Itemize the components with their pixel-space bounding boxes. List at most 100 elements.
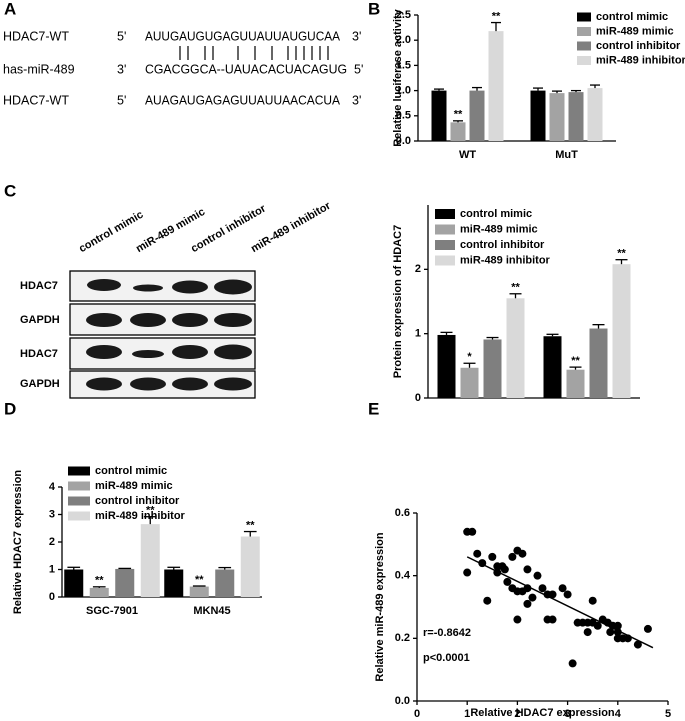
point bbox=[503, 577, 512, 586]
alignment: HDAC7-WT 5' AUUGAUGUGAGUUAUUAUGUCAA 3' h… bbox=[3, 29, 363, 107]
seq-name: HDAC7-WT bbox=[3, 29, 69, 43]
significance: ** bbox=[571, 355, 580, 367]
significance: * bbox=[467, 351, 472, 363]
point bbox=[533, 571, 542, 580]
point bbox=[463, 568, 472, 577]
panel-label: A bbox=[4, 0, 16, 18]
pairing-bars bbox=[179, 46, 329, 60]
bar bbox=[189, 586, 209, 597]
bar bbox=[469, 90, 485, 141]
x-tick-label: MKN45 bbox=[193, 605, 230, 617]
bar bbox=[587, 88, 603, 141]
significance: ** bbox=[246, 519, 255, 531]
x-tick-label: WT bbox=[459, 149, 476, 161]
legend-swatch bbox=[577, 41, 591, 51]
blot-row: GAPDH bbox=[20, 314, 60, 326]
annotation: p<0.0001 bbox=[423, 652, 470, 664]
seq-end: 5' bbox=[117, 93, 126, 107]
bar bbox=[589, 328, 608, 398]
bar bbox=[488, 31, 504, 142]
seq-end: 3' bbox=[352, 93, 361, 107]
x-tick-label: 1 bbox=[464, 708, 470, 720]
panel-label: C bbox=[4, 181, 16, 200]
y-tick-label: 3 bbox=[49, 508, 55, 520]
sequence: CGACGGCA--UAUACACUACAGUG bbox=[145, 62, 347, 76]
point bbox=[500, 565, 509, 574]
significance: ** bbox=[195, 574, 204, 586]
point bbox=[633, 640, 642, 649]
significance: ** bbox=[511, 282, 520, 294]
bar bbox=[460, 367, 479, 398]
bar bbox=[506, 298, 525, 398]
seq-name: has-miR-489 bbox=[3, 62, 75, 76]
y-tick-label: 0.0 bbox=[396, 135, 411, 147]
legend-swatch bbox=[435, 224, 455, 235]
y-tick-label: 2 bbox=[415, 263, 421, 275]
bar bbox=[240, 536, 260, 597]
panel-label: D bbox=[4, 399, 16, 418]
y-tick-label: 1 bbox=[49, 563, 55, 575]
significance: ** bbox=[617, 248, 626, 260]
point bbox=[523, 599, 532, 608]
point bbox=[493, 568, 502, 577]
y-tick-label: 0 bbox=[49, 591, 55, 603]
legend-label: miR-489 mimic bbox=[95, 480, 173, 492]
y-tick-label: 1.5 bbox=[396, 59, 411, 71]
bar bbox=[450, 122, 466, 141]
bar bbox=[530, 90, 546, 141]
bar bbox=[549, 93, 565, 141]
annotation: r=-0.8642 bbox=[423, 627, 471, 639]
legend-swatch bbox=[435, 255, 455, 266]
y-axis-label: Relative luciferase activity bbox=[392, 8, 404, 146]
x-tick-label: 3 bbox=[565, 708, 571, 720]
panel-label: E bbox=[368, 399, 379, 418]
legend-label: miR-489 inhibitor bbox=[460, 254, 551, 266]
point bbox=[593, 621, 602, 630]
point bbox=[478, 559, 487, 568]
bar bbox=[437, 334, 456, 398]
seq-end: 3' bbox=[117, 62, 126, 76]
point bbox=[613, 621, 622, 630]
point bbox=[583, 628, 592, 637]
point bbox=[623, 634, 632, 643]
point bbox=[523, 565, 532, 574]
legend-swatch bbox=[68, 496, 90, 506]
legend-label: miR-489 mimic bbox=[596, 25, 674, 37]
bar bbox=[483, 339, 502, 398]
point bbox=[508, 552, 517, 561]
blot-row: HDAC7 bbox=[20, 348, 58, 360]
point bbox=[528, 593, 537, 602]
point bbox=[483, 596, 492, 605]
bar bbox=[543, 336, 562, 398]
point bbox=[523, 584, 532, 593]
legend-swatch bbox=[577, 12, 591, 22]
legend-swatch bbox=[435, 240, 455, 250]
y-axis-label: Protein expression of HDAC7 bbox=[392, 225, 404, 378]
bar bbox=[431, 90, 447, 141]
point bbox=[538, 584, 547, 593]
y-axis-label: Relative HDAC7 expression bbox=[12, 470, 24, 615]
x-tick-label: MuT bbox=[555, 149, 578, 161]
point bbox=[473, 549, 482, 558]
blot-row: GAPDH bbox=[20, 378, 60, 390]
point bbox=[606, 628, 615, 637]
bar bbox=[215, 569, 235, 597]
y-tick-label: 0.0 bbox=[395, 695, 410, 707]
legend-label: control mimic bbox=[596, 11, 668, 23]
y-tick-label: 2 bbox=[49, 536, 55, 548]
y-tick-label: 0 bbox=[415, 392, 421, 404]
point bbox=[518, 549, 527, 558]
legend-swatch bbox=[68, 481, 90, 491]
legend-label: miR-489 mimic bbox=[460, 223, 538, 235]
point bbox=[643, 624, 652, 633]
legend-swatch bbox=[68, 511, 90, 521]
bar bbox=[566, 369, 585, 398]
x-tick-label: 0 bbox=[414, 708, 420, 720]
y-tick-label: 2.5 bbox=[396, 9, 411, 21]
point bbox=[558, 584, 567, 593]
x-tick-label: SGC-7901 bbox=[86, 605, 138, 617]
x-tick-label: 4 bbox=[615, 708, 622, 720]
significance: ** bbox=[492, 10, 501, 22]
seq-name: HDAC7-WT bbox=[3, 93, 69, 107]
